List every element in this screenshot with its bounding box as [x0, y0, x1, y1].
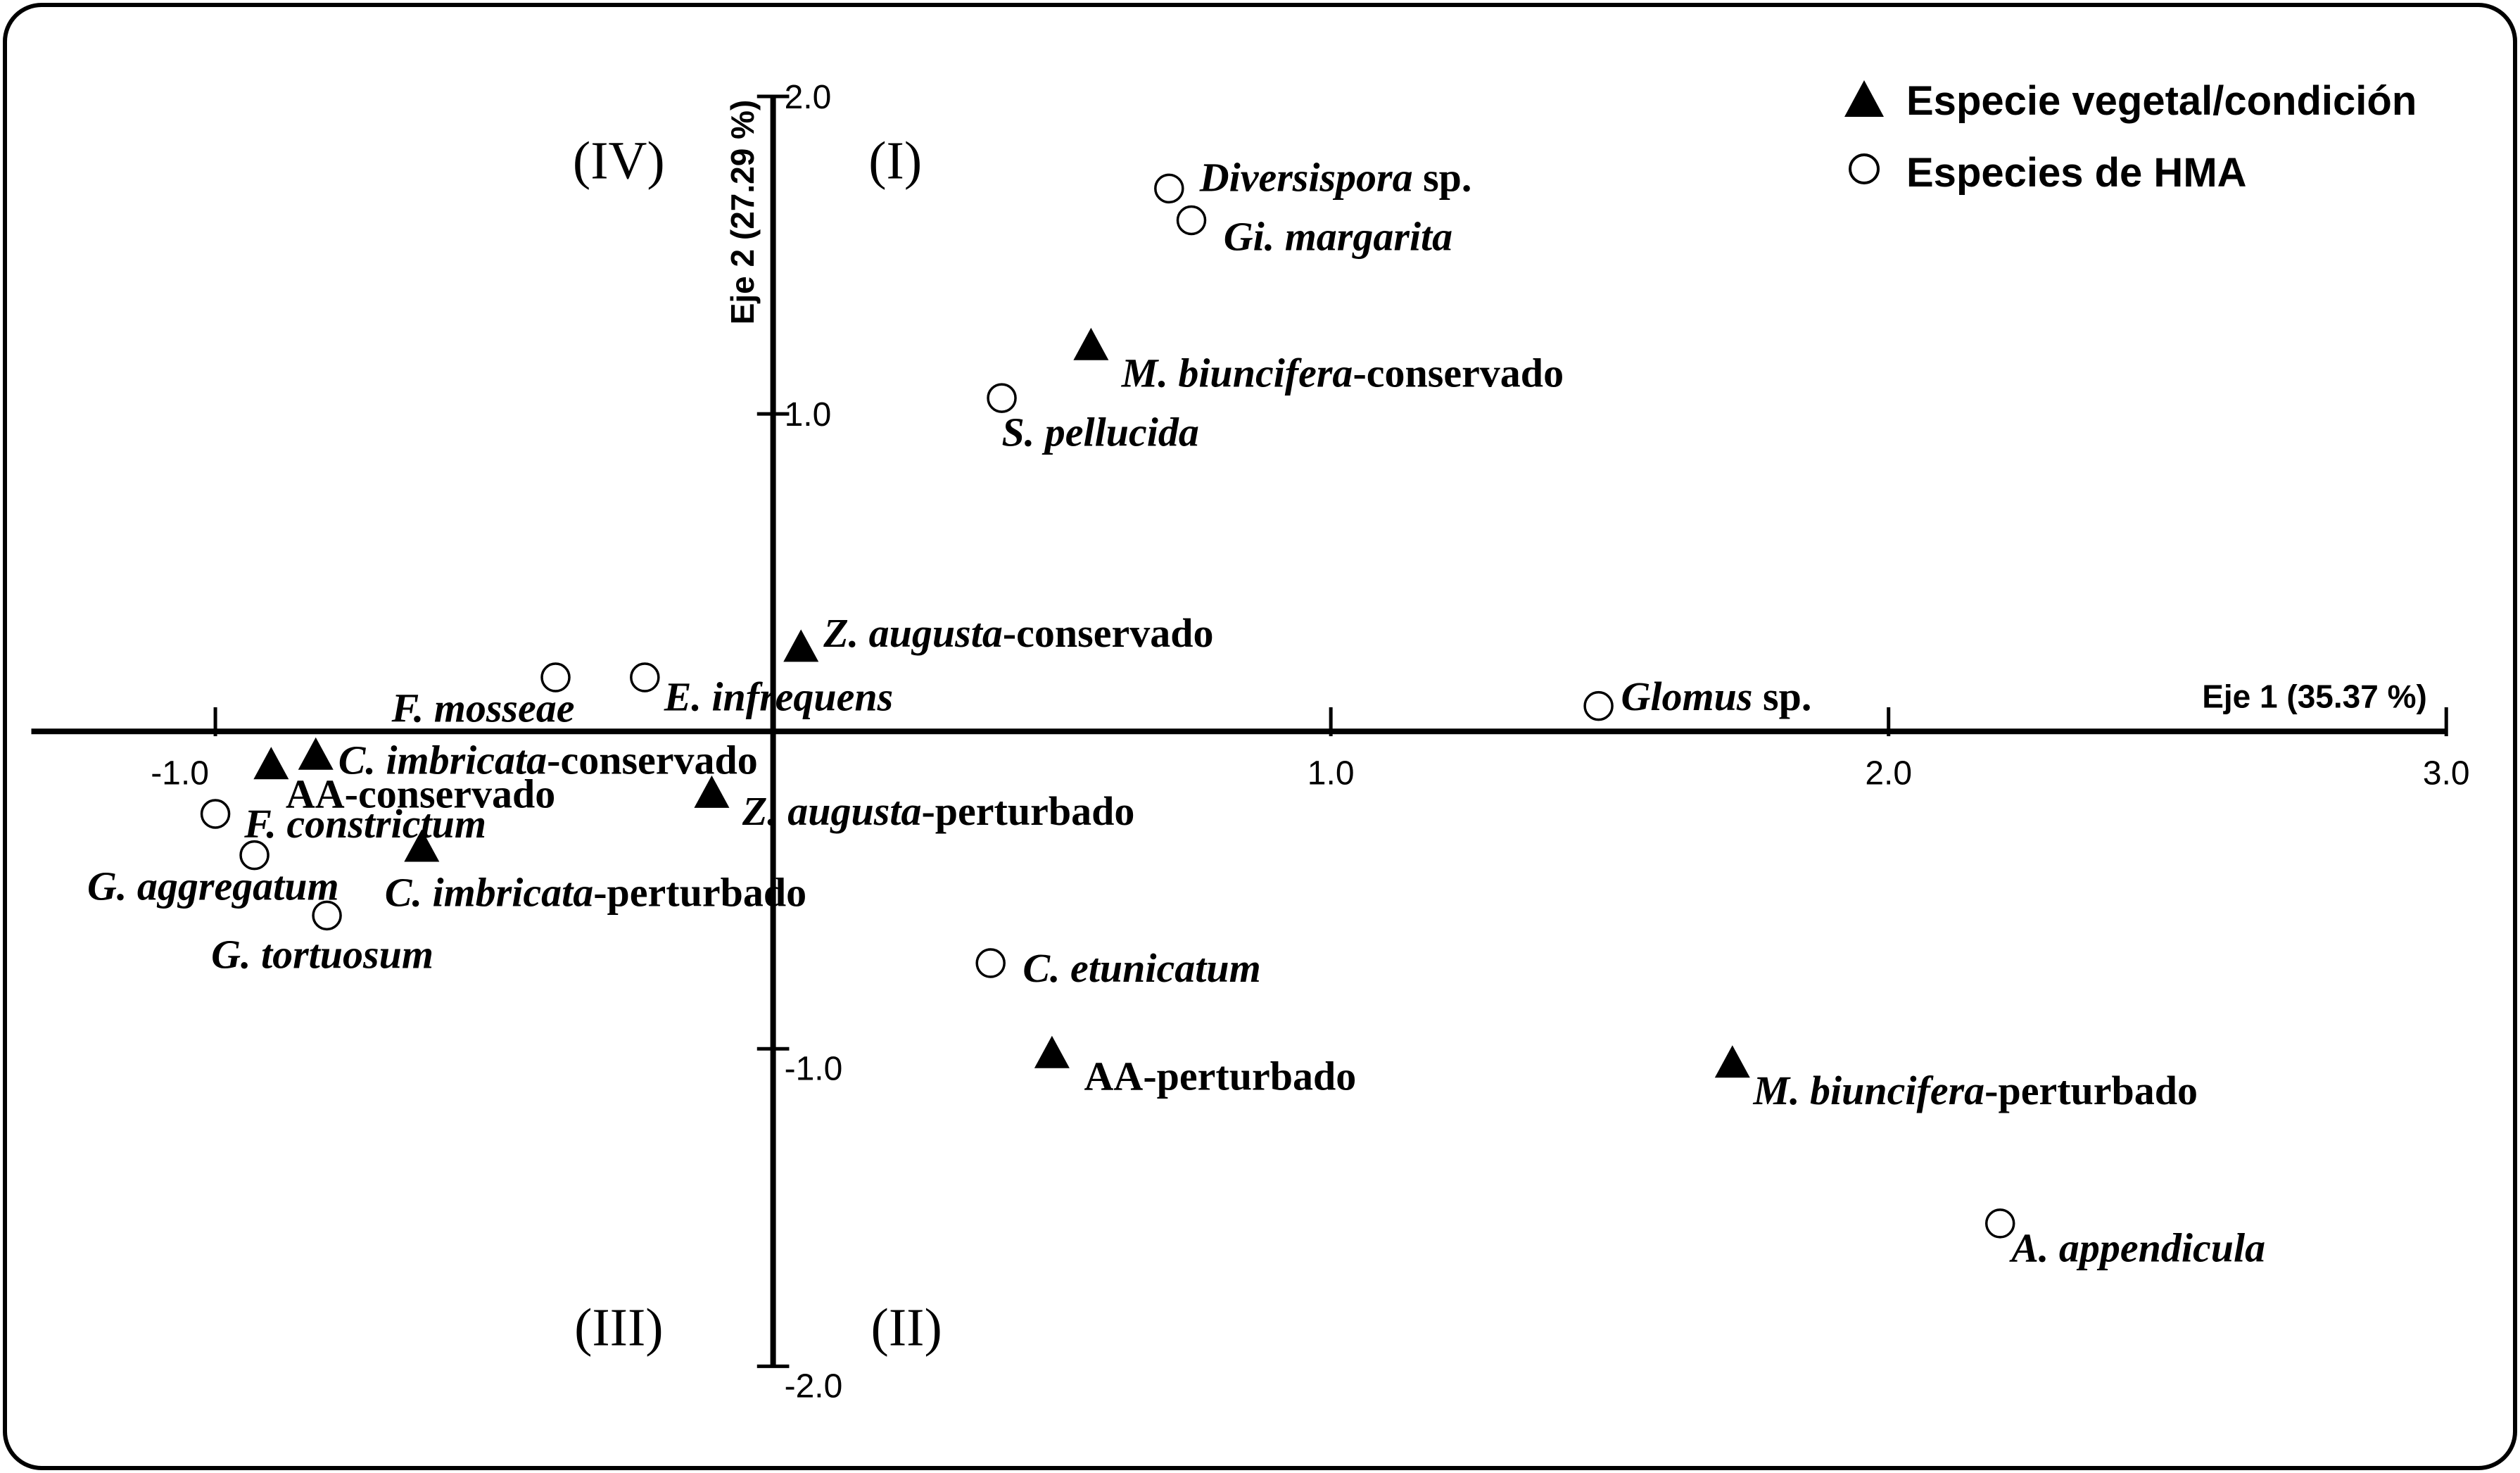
taxon-name-text: F. constrictum [243, 801, 486, 847]
label-plain-text: -conservado [1003, 610, 1214, 656]
taxon-name-text: Gi. margarita [1224, 214, 1452, 260]
taxon-name-text: S. pellucida [1002, 409, 1199, 455]
point-label-g-tortuosum: G. tortuosum [211, 931, 433, 977]
legend: Especie vegetal/condición Especies de HM… [1844, 78, 2417, 196]
circle-marker-diversispora-sp [1154, 173, 1184, 204]
circle-marker-s-pellucida [987, 383, 1017, 413]
label-plain-text: AA-conservado [286, 771, 555, 816]
label-plain-text: -perturbado [1984, 1068, 2198, 1113]
triangle-marker-z-augusta-perturbado [694, 775, 730, 808]
taxon-name-text: M. biuncifera [1752, 1068, 1984, 1113]
point-label-f-mosseae: F. mosseae [391, 685, 575, 731]
taxon-name-text: C. etunicatum [1022, 945, 1260, 991]
label-plain-text: -conservado [1353, 350, 1564, 396]
circle-marker-f-constrictum [200, 799, 231, 829]
legend-triangle-icon [1844, 80, 1884, 117]
label-plain-text: -conservado [547, 738, 758, 783]
point-label-c-imbricata-conservado: C. imbricata-conservado [338, 738, 758, 783]
quadrant-label-i: (I) [868, 131, 922, 190]
point-label-z-augusta-perturbado: Z. augusta-perturbado [742, 788, 1135, 834]
y-axis-title: Eje 2 (27.29 %) [724, 100, 761, 325]
point-label-m-biuncifera-conservado: M. biuncifera-conservado [1121, 350, 1564, 396]
taxon-name-text: Glomus [1621, 674, 1753, 719]
label-plain-text: sp. [1413, 155, 1472, 201]
point-label-gi-margarita: Gi. margarita [1224, 214, 1452, 260]
triangle-marker-m-biuncifera-conservado [1073, 327, 1109, 360]
series-especies-de-hma: Diversispora sp. Gi. margarita S. pellucid… [87, 155, 2265, 1271]
taxon-name-text: C. imbricata [385, 870, 593, 916]
y-tick-label: 2.0 [785, 79, 832, 116]
circle-marker-g-tortuosum [312, 900, 342, 931]
taxon-name-text: Z. augusta [823, 610, 1003, 656]
taxon-name-text: Diversispora [1199, 155, 1413, 201]
taxon-name-text: Z. augusta [742, 788, 922, 834]
circle-marker-e-infrequens [630, 662, 660, 693]
x-tick-label: -1.0 [151, 755, 209, 792]
triangle-marker-aa-perturbado [1034, 1035, 1070, 1068]
quadrant-label-ii: (II) [871, 1298, 942, 1358]
point-label-aa-perturbado: AA-perturbado [1084, 1054, 1357, 1099]
circle-marker-gi-margarita [1176, 205, 1207, 236]
triangle-marker-m-biuncifera-perturbado [1714, 1045, 1750, 1078]
point-label-s-pellucida: S. pellucida [1002, 409, 1199, 455]
taxon-name-text: C. imbricata [338, 738, 547, 783]
circle-marker-g-aggregatum [239, 840, 270, 871]
legend-label-plant-condition: Especie vegetal/condición [1906, 78, 2417, 124]
label-plain-text: -perturbado [921, 788, 1134, 834]
quadrant-label-iv: (IV) [573, 131, 665, 190]
taxon-name-text: E. infrequens [664, 674, 894, 720]
label-plain-text: -perturbado [593, 870, 806, 916]
legend-label-amf-species: Especies de HMA [1906, 150, 2247, 196]
point-label-z-augusta-conservado: Z. augusta-conservado [823, 610, 1213, 656]
x-axis-title: Eje 1 (35.37 %) [2202, 678, 2427, 715]
label-plain-text: sp. [1753, 674, 1812, 719]
quadrant-labels: (I) (II) (III) (IV) [573, 131, 942, 1357]
taxon-name-text: F. mosseae [391, 685, 575, 731]
circle-marker-f-mosseae [540, 662, 571, 693]
circle-marker-c-etunicatum [975, 948, 1006, 978]
point-label-f-constrictum: F. constrictum [243, 801, 486, 847]
triangle-marker-z-augusta-conservado [783, 629, 819, 662]
point-label-e-infrequens: E. infrequens [664, 674, 894, 720]
figure-frame [3, 3, 2517, 1470]
axes: -1.0 1.0 2.0 3.0 2.0 1.0 -1.0 -2.0 Eje 1 (35.37 … [31, 79, 2470, 1405]
point-label-c-imbricata-perturbado: C. imbricata-perturbado [385, 870, 806, 916]
x-tick-label: 3.0 [2423, 755, 2470, 792]
point-label-a-appendicula: A. appendicula [2009, 1225, 2265, 1270]
point-label-glomus-sp: Glomus sp. [1621, 674, 1812, 719]
x-tick-label: 1.0 [1308, 755, 1355, 792]
taxon-name-text: A. appendicula [2009, 1225, 2265, 1270]
taxon-name-text: G. aggregatum [87, 863, 339, 909]
triangle-marker-c-imbricata-perturbado [404, 829, 440, 862]
taxon-name-text: M. biuncifera [1121, 350, 1353, 396]
x-tick-label: 2.0 [1865, 755, 1912, 792]
circle-marker-a-appendicula [1984, 1208, 2015, 1239]
triangle-marker-c-imbricata-conservado [298, 737, 334, 770]
y-tick-label: -1.0 [785, 1051, 843, 1088]
point-label-m-biuncifera-perturbado: M. biuncifera-perturbado [1752, 1068, 2198, 1113]
point-label-g-aggregatum: G. aggregatum [87, 863, 339, 909]
legend-circle-icon [1849, 153, 1880, 184]
y-tick-label: 1.0 [785, 396, 832, 434]
y-tick-label: -2.0 [785, 1368, 843, 1405]
circle-marker-glomus-sp [1583, 690, 1614, 721]
point-label-diversispora-sp: Diversispora sp. [1199, 155, 1472, 201]
triangle-marker-aa-conservado [253, 747, 289, 780]
label-plain-text: AA-perturbado [1084, 1054, 1357, 1099]
point-label-aa-conservado: AA-conservado [286, 771, 555, 816]
quadrant-label-iii: (III) [574, 1298, 664, 1358]
point-label-c-etunicatum: C. etunicatum [1022, 945, 1260, 991]
taxon-name-text: G. tortuosum [211, 931, 433, 977]
